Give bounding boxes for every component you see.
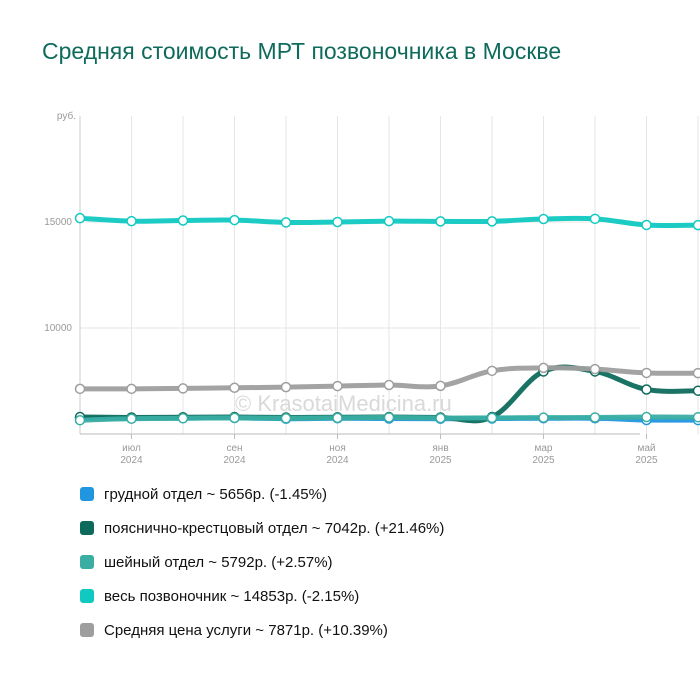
data-point bbox=[126, 383, 137, 395]
legend-item[interactable]: грудной отдел ~ 5656р. (-1.45%) bbox=[80, 484, 444, 504]
data-point bbox=[486, 216, 498, 227]
legend-swatch bbox=[80, 487, 94, 501]
data-point bbox=[229, 214, 240, 226]
data-point bbox=[692, 385, 700, 396]
data-point bbox=[74, 212, 86, 224]
y-tick-label: 15000 bbox=[44, 217, 72, 228]
chart-canvas: © KrasotaiMedicina.ru 1000015000руб.июл2… bbox=[44, 110, 700, 466]
x-tick-label-month: ноя bbox=[329, 443, 346, 454]
data-point bbox=[229, 382, 240, 394]
data-point bbox=[538, 362, 549, 374]
x-tick-label-month: сен bbox=[226, 443, 242, 454]
data-point bbox=[486, 412, 498, 424]
legend-swatch bbox=[80, 555, 94, 569]
watermark-text: © KrasotaiMedicina.ru bbox=[235, 391, 452, 416]
data-point bbox=[589, 363, 601, 375]
data-point bbox=[486, 365, 498, 377]
data-point bbox=[126, 215, 137, 227]
legend-label: пояснично-крестцовый отдел ~ 7042р. (+21… bbox=[104, 519, 445, 537]
y-tick-label: 10000 bbox=[44, 323, 72, 334]
x-tick-label-month: янв bbox=[432, 443, 448, 454]
data-point bbox=[229, 412, 240, 424]
data-point bbox=[332, 216, 343, 228]
data-point bbox=[332, 412, 343, 424]
x-tick-label-year: 2025 bbox=[429, 455, 452, 466]
legend-swatch bbox=[80, 521, 94, 535]
x-tick-label-year: 2025 bbox=[635, 455, 658, 466]
legend-swatch bbox=[80, 589, 94, 603]
data-point bbox=[280, 413, 292, 424]
data-point bbox=[641, 384, 652, 395]
legend-label: грудной отдел ~ 5656р. (-1.45%) bbox=[104, 485, 327, 503]
data-point bbox=[435, 412, 446, 424]
chart-title: Средняя стоимость МРТ позвоночника в Мос… bbox=[42, 38, 562, 64]
data-point bbox=[332, 380, 343, 392]
data-point bbox=[383, 379, 395, 391]
x-tick-label-year: 2024 bbox=[326, 455, 349, 466]
data-point bbox=[383, 412, 395, 423]
series-points bbox=[74, 212, 700, 426]
data-point bbox=[280, 381, 292, 393]
data-point bbox=[692, 411, 700, 423]
data-point bbox=[589, 213, 601, 225]
x-tick-label-month: мар bbox=[535, 443, 553, 454]
x-tick-label-month: май bbox=[637, 443, 655, 454]
data-point bbox=[692, 367, 700, 379]
x-tick-label-year: 2025 bbox=[532, 455, 555, 466]
x-tick-label-year: 2024 bbox=[120, 455, 143, 466]
data-point bbox=[641, 219, 652, 231]
data-point bbox=[177, 413, 189, 424]
data-point bbox=[126, 413, 137, 424]
data-point bbox=[177, 215, 189, 226]
data-point bbox=[435, 380, 446, 392]
data-point bbox=[589, 412, 601, 423]
x-tick-label-month: июл bbox=[122, 443, 141, 454]
data-point bbox=[280, 217, 292, 228]
data-point bbox=[177, 383, 189, 394]
legend-item[interactable]: шейный отдел ~ 5792р. (+2.57%) bbox=[80, 552, 444, 572]
legend-label: Средняя цена услуги ~ 7871р. (+10.39%) bbox=[104, 621, 388, 639]
axes: 1000015000руб.июл2024сен2024ноя2024янв20… bbox=[44, 110, 658, 466]
data-point bbox=[692, 219, 700, 231]
data-point bbox=[538, 412, 549, 423]
data-point bbox=[538, 213, 549, 225]
x-tick-label-year: 2024 bbox=[223, 455, 246, 466]
legend-item[interactable]: Средняя цена услуги ~ 7871р. (+10.39%) bbox=[80, 620, 444, 640]
y-axis-unit-label: руб. bbox=[57, 110, 76, 122]
data-point bbox=[74, 383, 86, 395]
legend-label: шейный отдел ~ 5792р. (+2.57%) bbox=[104, 553, 333, 571]
legend-swatch bbox=[80, 623, 94, 637]
data-point bbox=[383, 215, 395, 227]
legend-item[interactable]: весь позвоночник ~ 14853р. (-2.15%) bbox=[80, 586, 444, 606]
data-point bbox=[641, 411, 652, 423]
data-point bbox=[641, 367, 652, 379]
legend-label: весь позвоночник ~ 14853р. (-2.15%) bbox=[104, 587, 360, 605]
legend-item[interactable]: пояснично-крестцовый отдел ~ 7042р. (+21… bbox=[80, 518, 444, 538]
chart-legend: грудной отдел ~ 5656р. (-1.45%) пояснично… bbox=[80, 484, 444, 654]
data-point bbox=[435, 216, 446, 227]
data-point bbox=[74, 414, 86, 426]
